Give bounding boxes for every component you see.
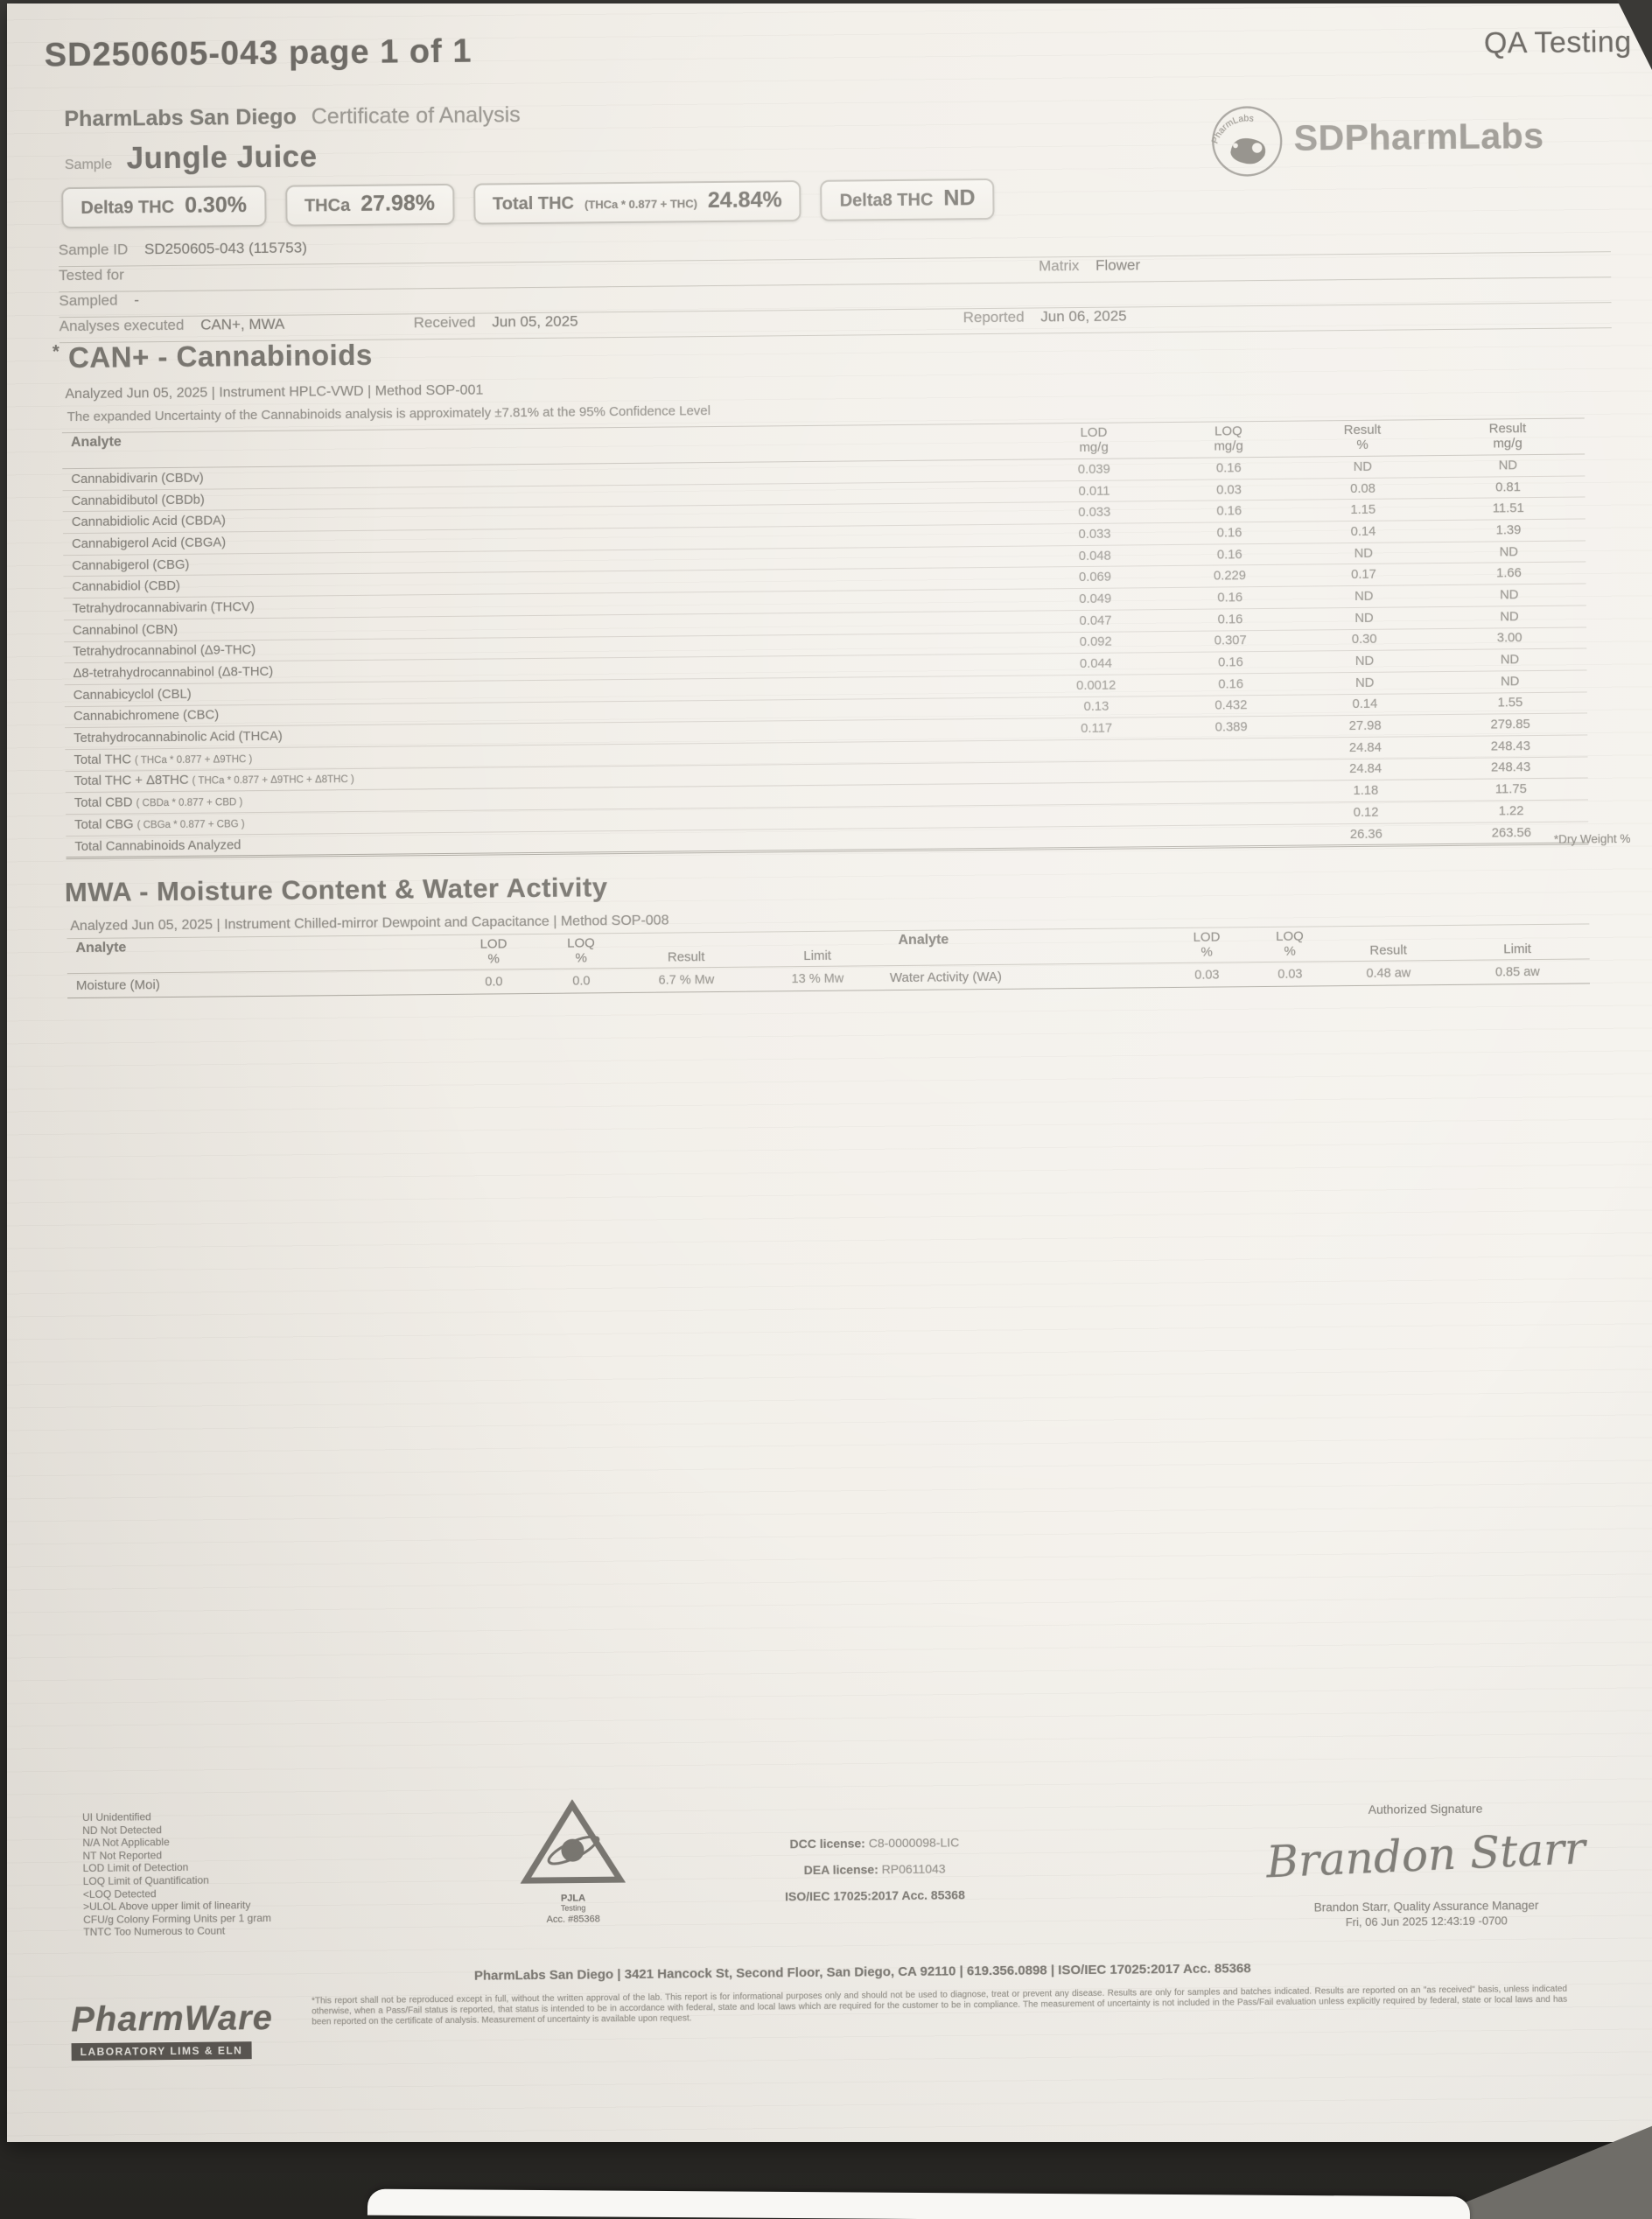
dea-license-value: RP0611043 <box>881 1861 946 1877</box>
sampled-value: - <box>134 291 140 309</box>
analyses-label: Analyses executed <box>59 316 185 335</box>
col-loq: LOQ% <box>567 935 595 966</box>
col-result-mgg: Result mg/g <box>1488 421 1527 452</box>
coa-document: SD250605-043 page 1 of 1 QA Testing Phar… <box>4 0 1652 2143</box>
mwa-meta: Analyzed Jun 05, 2025 | Instrument Chill… <box>70 913 669 934</box>
sample-id-label: Sample ID <box>58 241 129 259</box>
badge-label: Total THC <box>492 193 575 214</box>
tested-for-label: Tested for <box>59 266 124 284</box>
col-analyte: Analyte <box>898 932 949 948</box>
col-result: Result <box>667 949 705 965</box>
badge-formula: (THCa * 0.877 + THC) <box>584 197 697 212</box>
moisture-analyte: Moisture (Moi) <box>75 977 160 994</box>
badge-thca: THCa 27.98% <box>284 183 455 227</box>
badge-label: THCa <box>304 195 351 216</box>
received-label: Received <box>413 313 476 332</box>
matrix-label: Matrix <box>1038 257 1080 275</box>
received-value: Jun 05, 2025 <box>492 312 578 331</box>
water-activity-result: 0.48 aw <box>1366 965 1411 981</box>
pjla-triangle-icon <box>520 1799 626 1884</box>
signature-block: Authorized Signature Brandon Starr Brand… <box>1220 1800 1632 1930</box>
reported-label: Reported <box>962 308 1025 326</box>
col-result: Result <box>1369 942 1407 958</box>
col-limit: Limit <box>803 948 832 964</box>
signer-name-title: Brandon Starr, Quality Assurance Manager <box>1313 1899 1539 1914</box>
cannabinoid-badges: Delta9 THC 0.30% THCa 27.98% Total THC (… <box>61 178 995 229</box>
sdpharmlabs-logo: PharmLabs SDPharmLabs <box>1205 94 1544 181</box>
sample-label: Sample <box>64 157 113 173</box>
section-star: * <box>52 342 60 362</box>
authorized-signature-label: Authorized Signature <box>1368 1801 1483 1816</box>
col-lod: LOD% <box>1193 929 1221 960</box>
col-result-pct: Result% <box>1343 422 1382 452</box>
lab-name: PharmLabs San Diego <box>64 104 297 132</box>
lab-title-line: PharmLabs San Diego Certificate of Analy… <box>64 102 521 132</box>
badge-delta9-thc: Delta9 THC 0.30% <box>61 185 267 229</box>
sampled-label: Sampled <box>59 291 118 310</box>
signature-datetime: Fri, 06 Jun 2025 12:43:19 -0700 <box>1345 1914 1508 1929</box>
matrix-value: Flower <box>1096 256 1141 274</box>
mwa-table: Analyte LOD% LOQ% Result Limit Analyte L… <box>66 923 1590 999</box>
col-analyte: Analyte <box>70 434 122 451</box>
report-disclaimer: *This report shall not be reproduced exc… <box>312 1984 1568 2027</box>
license-block: DCC license: C8-0000098-LIC DEA license:… <box>717 1829 1032 1910</box>
underlying-page-edge <box>367 2188 1471 2219</box>
reported-value: Jun 06, 2025 <box>1040 307 1127 326</box>
col-loq: LOQ% <box>1276 928 1304 959</box>
water-activity-analyte: Water Activity (WA) <box>889 969 1003 986</box>
cannabinoids-table: Analyte LOD mg/g LOQ mg/g Result% Result mg… <box>61 417 1589 860</box>
badge-value: 24.84% <box>707 187 782 214</box>
document-id: SD250605-043 page 1 of 1 <box>44 32 472 74</box>
cannabinoids-meta: Analyzed Jun 05, 2025 | Instrument HPLC-… <box>65 382 484 402</box>
pharmware-name: PharmWare <box>71 1998 274 2040</box>
paper-sheet: SD250605-043 page 1 of 1 QA Testing Phar… <box>7 4 1652 2142</box>
col-analyte: Analyte <box>75 940 127 956</box>
cannabinoids-section-title: * CAN+ - Cannabinoids <box>52 338 373 374</box>
badge-total-thc: Total THC (THCa * 0.877 + THC) 24.84% <box>472 180 802 225</box>
legend-item: TNTC Too Numerous to Count <box>83 1924 226 1939</box>
col-limit: Limit <box>1503 942 1532 957</box>
badge-value: 27.98% <box>360 191 436 216</box>
pjla-accreditation: PJLA Testing Acc. #85368 <box>511 1799 634 1925</box>
dea-license-label: DEA license: <box>803 1862 878 1878</box>
iso-accreditation: ISO/IEC 17025:2017 Acc. 85368 <box>785 1887 965 1904</box>
pjla-accreditation-number: Acc. #85368 <box>546 1914 600 1925</box>
qa-testing-label: QA Testing <box>1483 24 1632 60</box>
badge-delta8-thc: Delta8 THC ND <box>820 178 995 221</box>
pjla-sub: Testing <box>560 1903 586 1913</box>
sample-info-block: Sample ID SD250605-043 (115753) Tested f… <box>58 227 1612 344</box>
badge-value: ND <box>943 186 976 211</box>
lab-address-line: PharmLabs San Diego | 3421 Hancock St, S… <box>473 1961 1251 1984</box>
document-type: Certificate of Analysis <box>311 102 521 130</box>
sample-line: Sample Jungle Juice <box>65 139 318 177</box>
pharmware-tagline: LABORATORY LIMS & ELN <box>71 2041 252 2062</box>
legend-item: CFU/g Colony Forming Units per 1 gram <box>83 1911 271 1926</box>
col-loq: LOQ mg/g <box>1214 424 1243 454</box>
signature: Brandon Starr <box>1265 1823 1587 1888</box>
logo-text: SDPharmLabs <box>1293 115 1544 158</box>
dcc-license-value: C8-0000098-LIC <box>868 1835 960 1851</box>
sample-name: Jungle Juice <box>126 139 318 176</box>
mwa-section-title: MWA - Moisture Content & Water Activity <box>64 872 608 908</box>
badge-value: 0.30% <box>184 192 248 218</box>
analyses-value: CAN+, MWA <box>200 315 285 333</box>
pharmware-logo: PharmWare LABORATORY LIMS & ELN <box>71 1998 274 2062</box>
abbreviation-legend: UI Unidentified ND Not Detected N/A Not … <box>82 1810 271 1939</box>
col-lod: LOD% <box>480 936 508 967</box>
uncertainty-note: The expanded Uncertainty of the Cannabin… <box>66 403 711 425</box>
sample-id-value: SD250605-043 (115753) <box>144 239 307 258</box>
badge-label: Delta9 THC <box>80 197 175 218</box>
col-lod: LOD mg/g <box>1079 424 1109 456</box>
dcc-license-label: DCC license: <box>789 1836 865 1852</box>
dry-weight-footnote: *Dry Weight % <box>1553 831 1631 846</box>
badge-label: Delta8 THC <box>839 190 934 211</box>
moisture-result: 6.7 % Mw <box>658 972 715 988</box>
lab-emblem-icon: PharmLabs <box>1210 106 1283 177</box>
